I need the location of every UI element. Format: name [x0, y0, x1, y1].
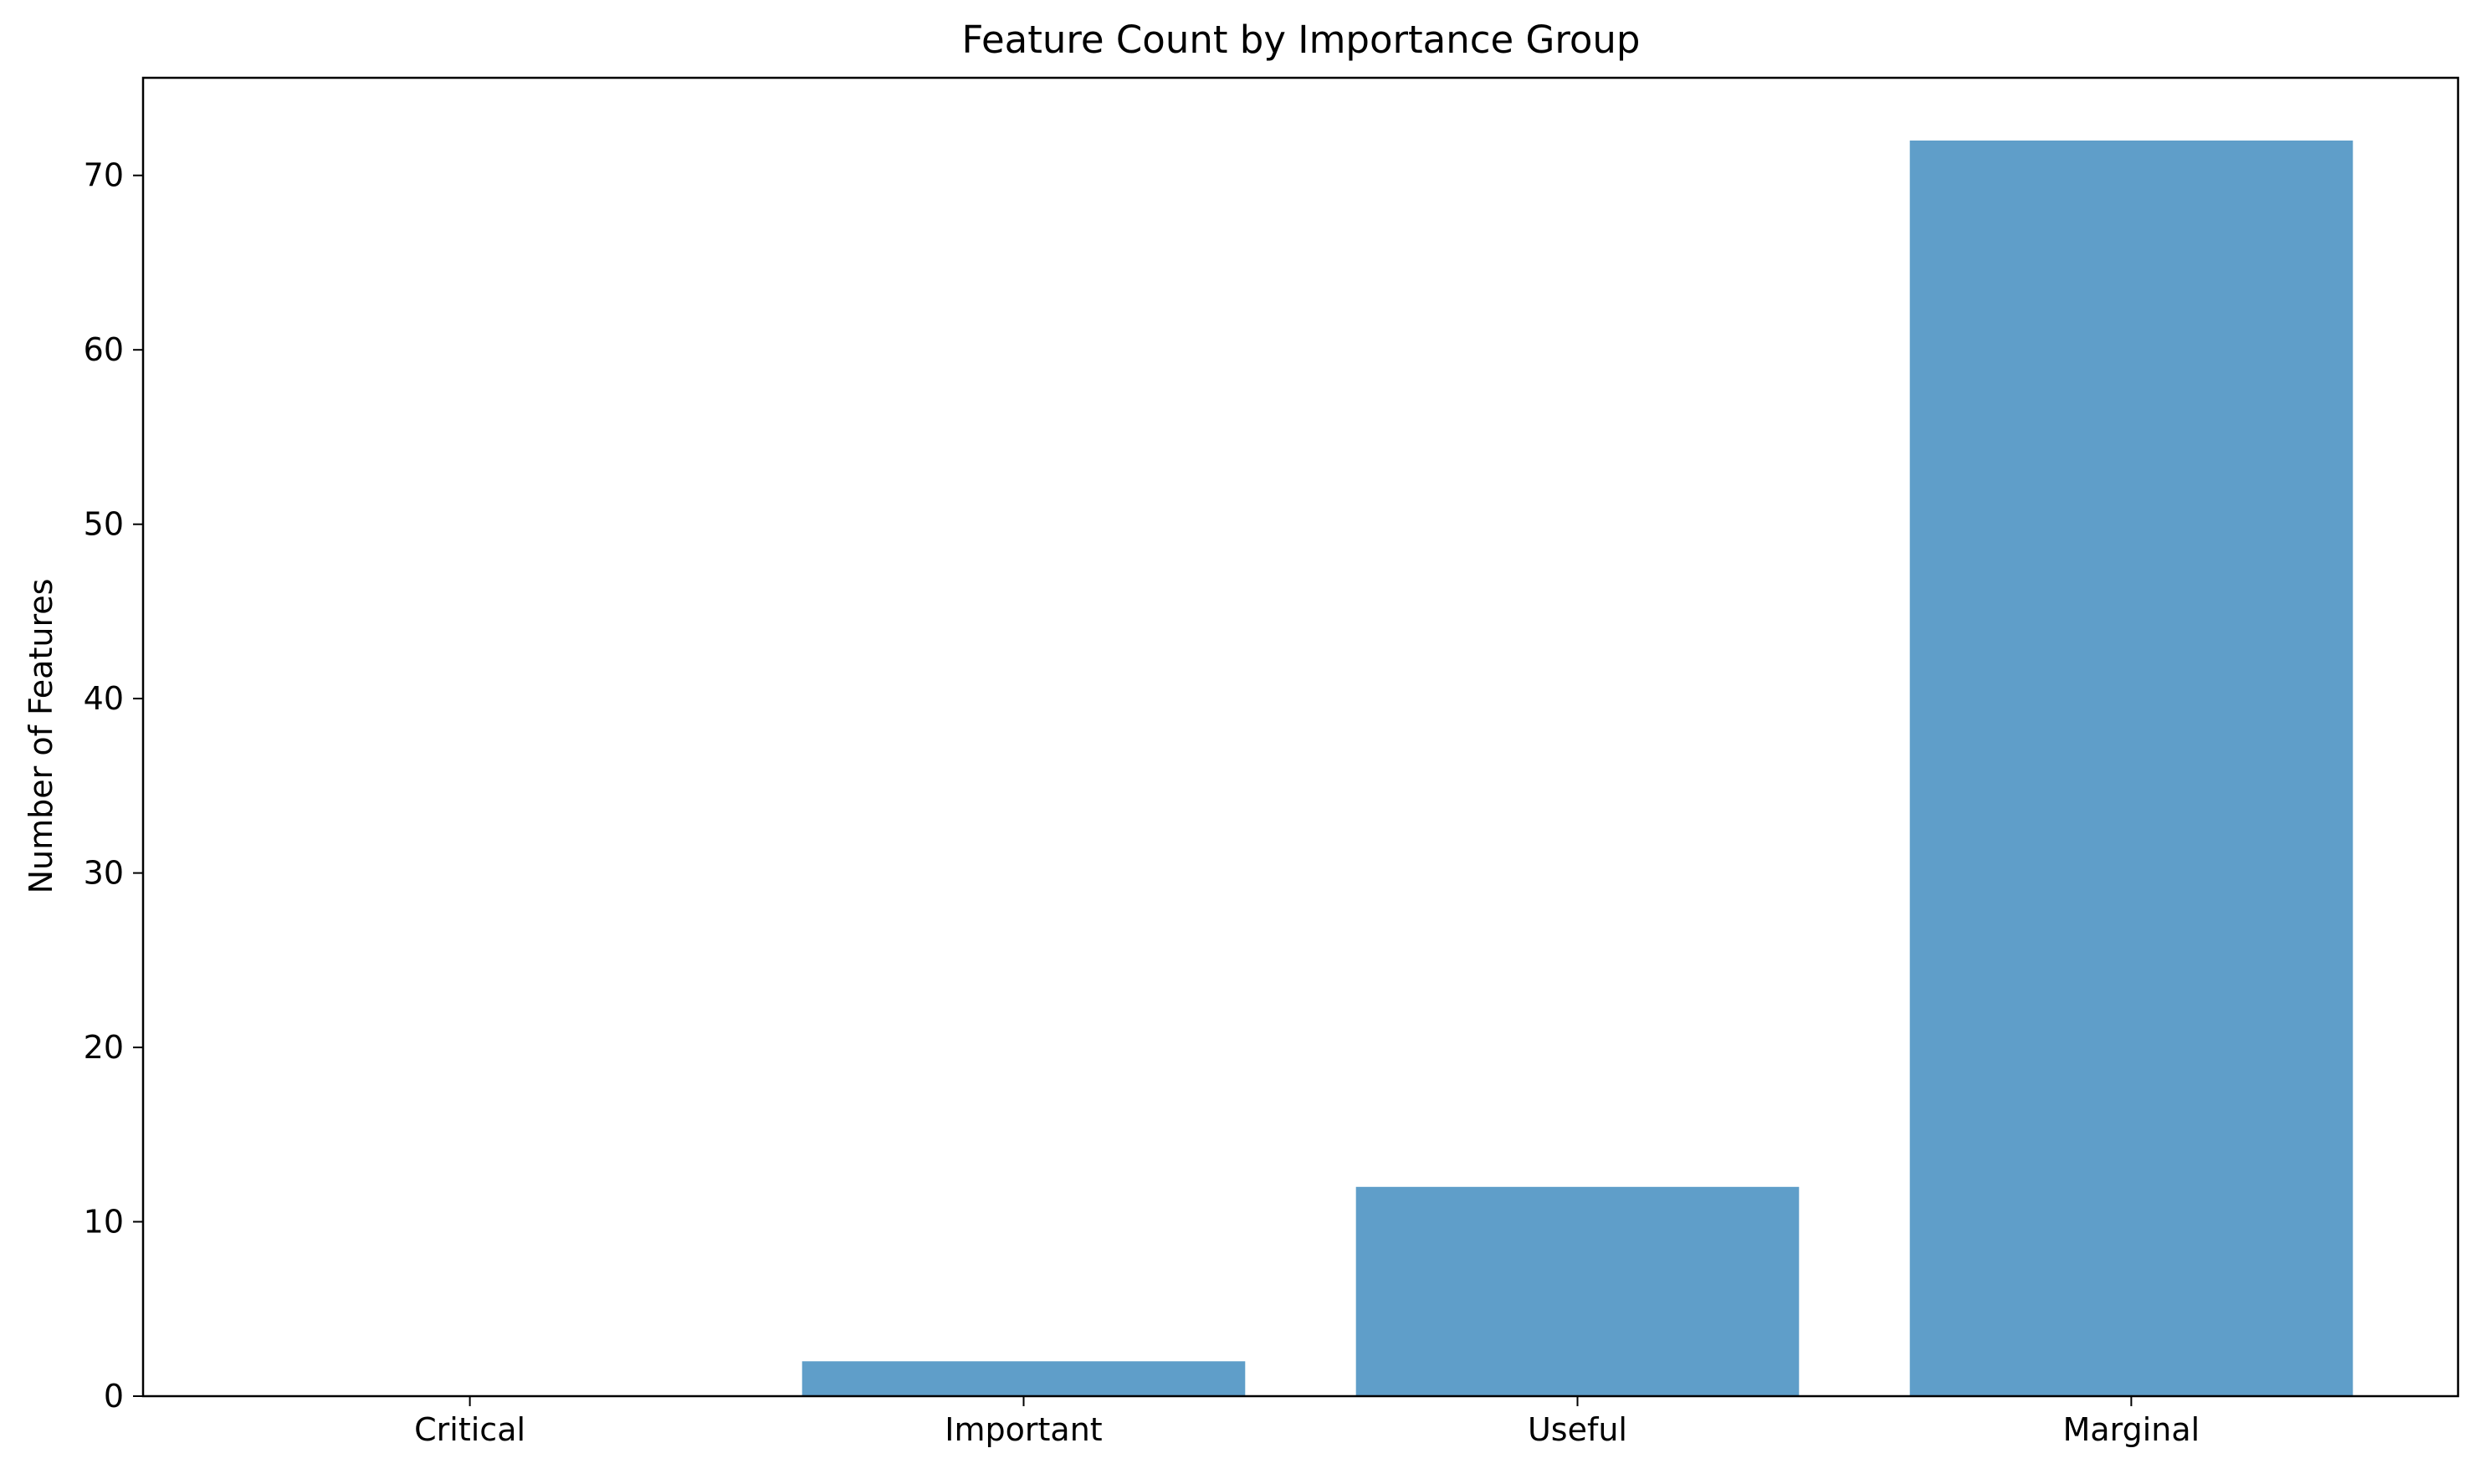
- bar-useful: [1355, 1186, 1800, 1396]
- x-axis-ticks: Critical Important Useful Marginal: [414, 1396, 2200, 1448]
- x-tick-label: Important: [945, 1411, 1102, 1448]
- x-tick-label: Critical: [414, 1411, 525, 1448]
- y-tick-label: 40: [84, 680, 124, 717]
- y-tick-label: 60: [84, 331, 124, 368]
- y-tick-label: 0: [104, 1378, 124, 1415]
- x-tick-label: Marginal: [2063, 1411, 2200, 1448]
- y-tick-label: 20: [84, 1029, 124, 1066]
- plot-frame: [141, 76, 2460, 1398]
- x-tick-label: Useful: [1528, 1411, 1627, 1448]
- bars-layer: [802, 141, 2353, 1396]
- chart-title: Feature Count by Importance Group: [962, 18, 1641, 62]
- bar-important: [802, 1361, 1246, 1396]
- y-tick-label: 70: [84, 157, 124, 194]
- y-axis-label: Number of Features: [23, 579, 59, 894]
- y-tick-label: 50: [84, 506, 124, 543]
- bar-marginal: [1909, 141, 2353, 1396]
- y-tick-label: 30: [84, 855, 124, 892]
- y-axis-ticks: 0 10 20 30 40 50 60 70: [84, 157, 143, 1415]
- y-tick-label: 10: [84, 1204, 124, 1241]
